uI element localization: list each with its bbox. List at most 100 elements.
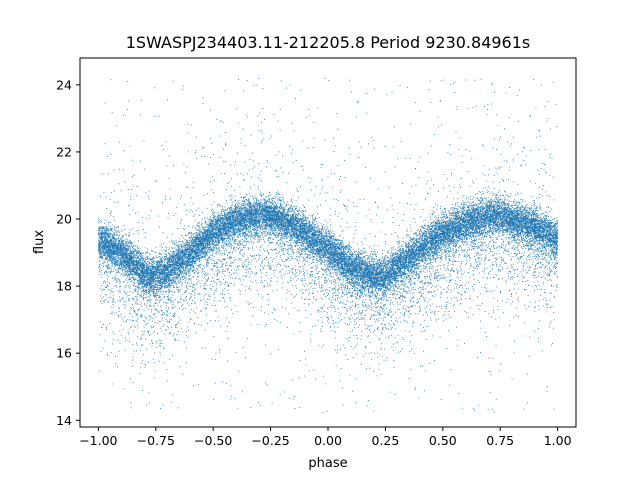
data-point <box>148 217 150 219</box>
data-point <box>173 282 175 284</box>
data-point <box>317 278 319 280</box>
data-point <box>175 212 177 214</box>
data-point <box>203 253 205 255</box>
data-point <box>291 243 293 245</box>
data-point <box>403 291 405 293</box>
data-point <box>512 181 514 183</box>
data-point <box>501 238 503 240</box>
data-point <box>388 289 390 291</box>
data-point <box>107 228 108 230</box>
data-point <box>465 221 467 223</box>
data-point <box>222 247 224 249</box>
data-point <box>503 128 505 130</box>
data-point <box>340 244 342 245</box>
data-point <box>300 266 301 268</box>
data-point <box>330 301 332 303</box>
data-point <box>100 257 102 259</box>
data-point <box>415 257 416 259</box>
data-point <box>239 217 241 219</box>
data-point <box>493 242 495 244</box>
data-point <box>533 238 535 240</box>
data-point <box>489 277 491 279</box>
data-point <box>354 266 356 268</box>
data-point <box>501 166 503 168</box>
data-point <box>418 242 419 244</box>
data-point <box>239 224 241 226</box>
data-point <box>344 256 346 257</box>
data-point <box>222 231 224 232</box>
data-point <box>245 209 247 210</box>
data-point <box>324 257 326 259</box>
data-point <box>514 214 516 216</box>
data-point <box>310 225 312 226</box>
data-point <box>360 285 362 287</box>
data-point <box>435 225 437 226</box>
data-point <box>501 226 503 227</box>
data-point <box>209 223 211 225</box>
data-point <box>496 198 498 200</box>
data-point <box>480 234 482 236</box>
data-point <box>176 262 178 264</box>
data-point <box>298 207 300 209</box>
data-point <box>193 246 194 248</box>
data-point <box>523 209 525 211</box>
data-point <box>527 242 529 244</box>
data-point <box>508 226 510 227</box>
data-point <box>311 267 313 269</box>
data-point <box>143 331 145 333</box>
data-point <box>319 253 321 255</box>
data-point <box>232 261 234 263</box>
data-point <box>283 236 285 238</box>
data-point <box>449 238 451 240</box>
data-point <box>227 227 229 229</box>
data-point <box>328 298 330 299</box>
data-point <box>356 294 358 296</box>
data-point <box>215 220 217 222</box>
data-point <box>193 267 195 269</box>
data-point <box>418 268 419 270</box>
data-point <box>215 229 217 231</box>
data-point <box>325 231 326 233</box>
data-point <box>364 248 365 250</box>
data-point <box>346 253 348 255</box>
data-point <box>264 202 266 203</box>
data-point <box>118 290 120 292</box>
data-point <box>327 176 329 178</box>
data-point <box>391 275 393 277</box>
data-point <box>274 215 276 217</box>
data-point <box>314 268 316 270</box>
data-point <box>465 291 466 293</box>
data-point <box>248 204 250 206</box>
data-point <box>240 138 242 140</box>
data-point <box>394 256 395 258</box>
data-point <box>192 238 193 239</box>
data-point <box>337 257 339 259</box>
data-point <box>392 271 394 273</box>
data-point <box>333 292 335 294</box>
data-point <box>237 266 239 268</box>
data-point <box>207 279 209 280</box>
data-point <box>138 222 140 224</box>
data-point <box>348 277 350 279</box>
data-point <box>294 218 296 220</box>
data-point <box>164 258 166 260</box>
data-point <box>208 249 210 251</box>
data-point <box>181 328 183 330</box>
data-point <box>130 240 131 242</box>
data-point <box>362 285 364 287</box>
data-point <box>313 256 315 258</box>
data-point <box>242 231 243 233</box>
data-point <box>235 239 237 241</box>
data-point <box>185 274 187 276</box>
data-point <box>217 238 219 240</box>
data-point <box>142 222 144 224</box>
data-point <box>369 275 371 277</box>
data-point <box>169 257 171 259</box>
data-point <box>160 285 162 287</box>
data-point <box>368 274 370 276</box>
data-point <box>115 245 117 247</box>
data-point <box>117 254 119 256</box>
data-point <box>360 263 362 265</box>
data-point <box>223 217 225 219</box>
data-point <box>327 257 329 259</box>
